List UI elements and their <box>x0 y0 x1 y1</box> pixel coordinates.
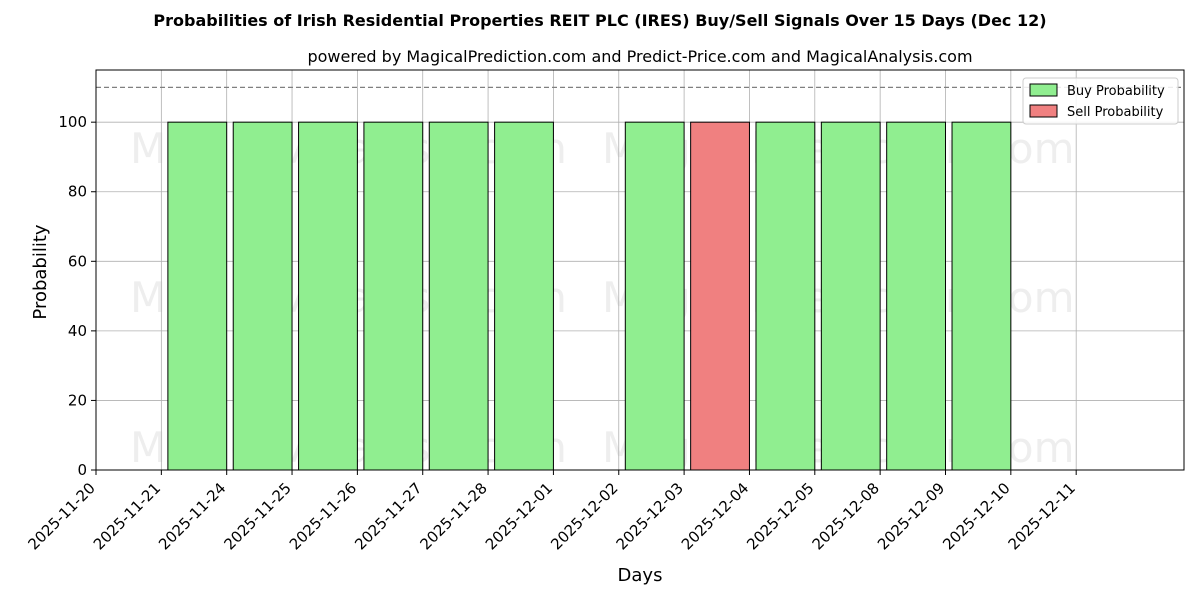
buy-bar <box>494 121 554 471</box>
x-tick-label: 2025-11-28 <box>417 479 491 553</box>
x-tick-label: 2025-11-26 <box>286 479 360 553</box>
y-axis: 0 20 40 60 80 100 <box>58 113 96 479</box>
x-tick-label: 2025-12-09 <box>874 479 948 553</box>
buy-bar <box>232 121 293 471</box>
y-tick-label: 100 <box>58 113 87 131</box>
x-tick-label: 2025-12-02 <box>547 479 621 553</box>
x-tick-label: 2025-12-03 <box>613 479 687 553</box>
plot-frame <box>95 69 1185 471</box>
chart-title: Probabilities of Irish Residential Prope… <box>153 11 1046 30</box>
x-tick-label: 2025-12-11 <box>1005 479 1079 553</box>
x-tick-label: 2025-11-27 <box>351 479 425 553</box>
buy-bar <box>886 121 946 471</box>
buy-bar <box>624 121 685 471</box>
legend-swatch <box>1029 104 1058 118</box>
sell-bar <box>690 121 750 471</box>
x-tick-label: 2025-12-01 <box>482 479 556 553</box>
buy-bar <box>167 121 228 471</box>
buy-bar <box>820 121 881 471</box>
legend: Buy Probability Sell Probability <box>1022 77 1179 125</box>
x-tick-label: 2025-11-20 <box>24 479 98 553</box>
x-tick-label: 2025-11-21 <box>90 479 164 553</box>
y-axis-label: Probability <box>30 224 51 319</box>
x-axis: 2025-11-202025-11-212025-11-242025-11-25… <box>24 470 1079 553</box>
legend-label: Sell Probability <box>1067 105 1164 120</box>
buy-bar <box>428 121 489 471</box>
buy-bar <box>755 121 816 471</box>
x-tick-label: 2025-11-24 <box>155 479 229 553</box>
y-tick-label: 20 <box>68 391 87 409</box>
chart-subtitle: powered by MagicalPrediction.com and Pre… <box>307 47 972 66</box>
legend-label: Buy Probability <box>1067 84 1165 99</box>
buy-bar <box>363 121 424 471</box>
legend-box <box>1022 77 1179 125</box>
x-tick-label: 2025-11-25 <box>220 479 294 553</box>
x-tick-label: 2025-12-05 <box>743 479 817 553</box>
bar-layer <box>167 121 1012 471</box>
y-tick-label: 0 <box>77 461 87 479</box>
y-tick-label: 80 <box>68 183 87 201</box>
buy-bar <box>298 121 358 471</box>
x-axis-label: Days <box>618 565 663 586</box>
x-tick-label: 2025-12-08 <box>809 479 883 553</box>
x-tick-label: 2025-12-04 <box>678 479 752 553</box>
buy-bar <box>951 121 1012 471</box>
x-tick-label: 2025-12-10 <box>939 479 1013 553</box>
legend-swatch <box>1029 83 1058 97</box>
y-tick-label: 60 <box>68 252 87 270</box>
y-tick-label: 40 <box>68 322 87 340</box>
